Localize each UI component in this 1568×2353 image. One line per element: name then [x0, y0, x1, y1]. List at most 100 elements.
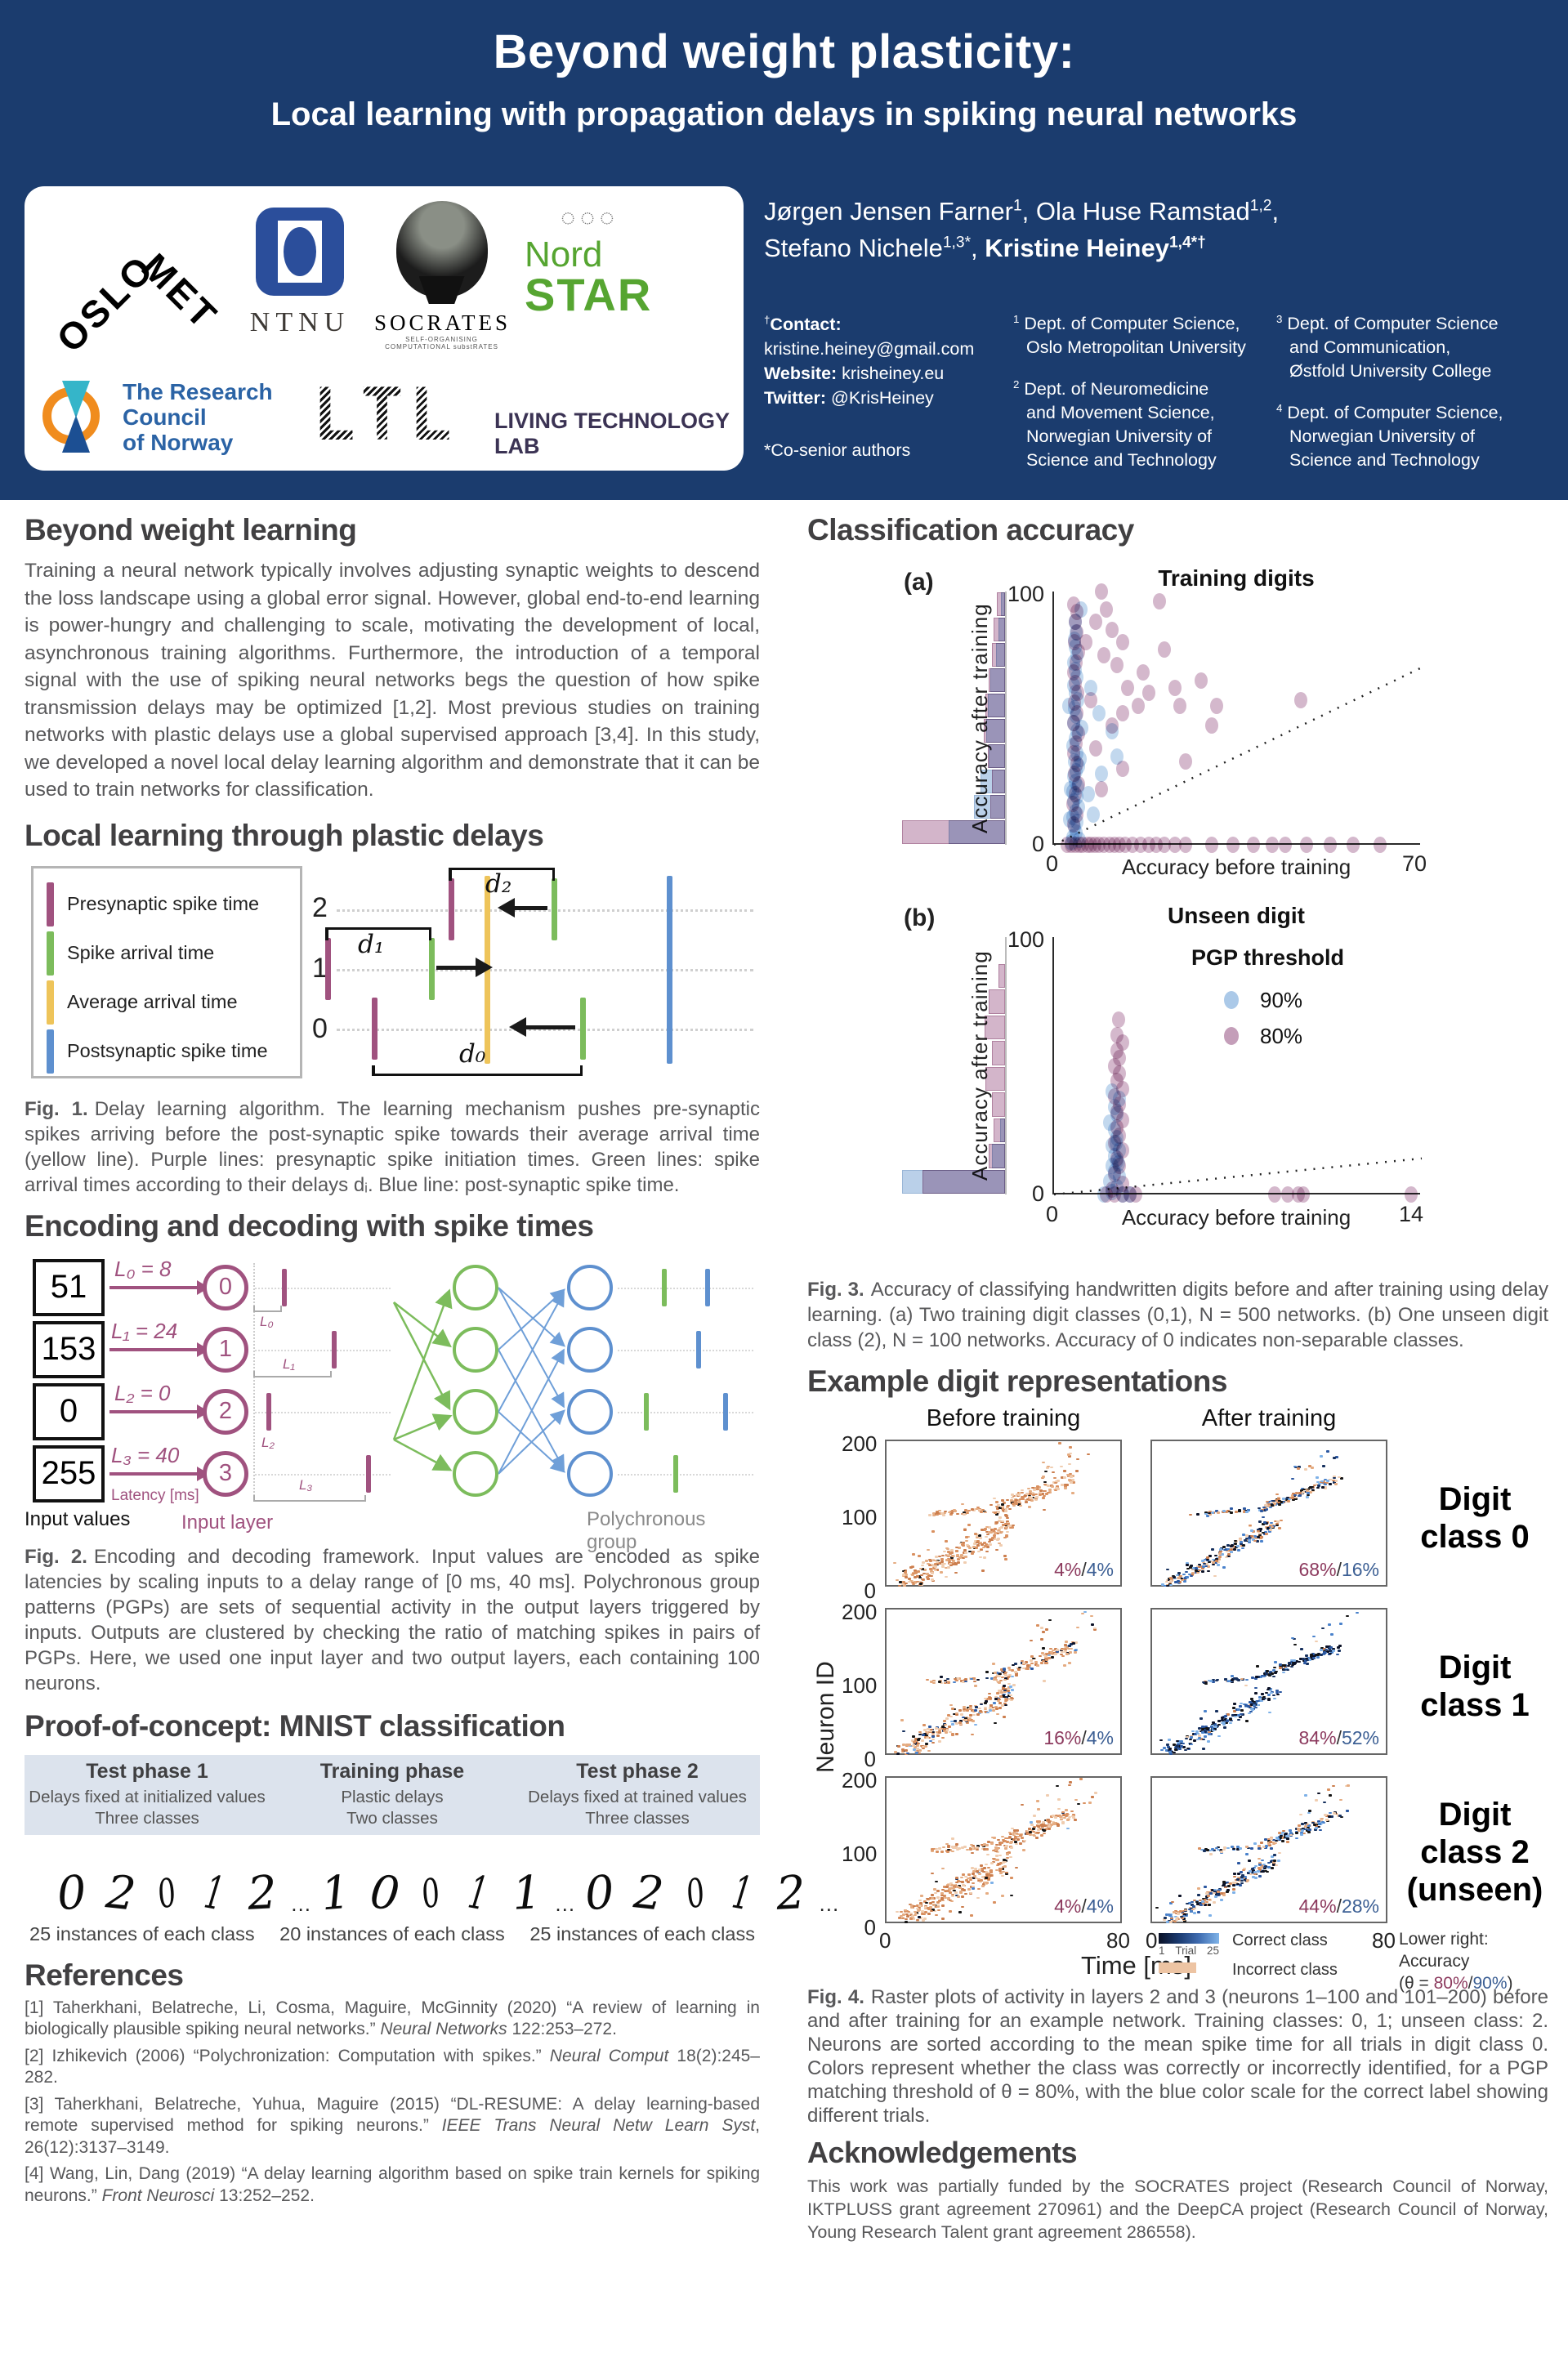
raster-dot — [948, 1726, 952, 1728]
raster-dot — [934, 1891, 938, 1895]
reference-3: [3] Taherkhani, Belatreche, Yuhua, Magui… — [25, 2094, 761, 2157]
scatter-point — [1115, 704, 1129, 721]
raster-dot — [1018, 1666, 1021, 1669]
raster-dot — [1061, 1822, 1065, 1825]
zero-latency-reference — [253, 1262, 255, 1502]
raster-dot — [1201, 1567, 1205, 1569]
raster-dot — [1262, 1867, 1266, 1870]
presynaptic-tick-0 — [372, 997, 377, 1060]
raster-dot — [1052, 1823, 1057, 1825]
raster-dot — [1016, 1833, 1020, 1836]
raster-dot — [1207, 1898, 1211, 1901]
contact-website[interactable]: krisheiney.eu — [837, 364, 945, 383]
raster-dot — [1226, 1889, 1231, 1891]
raster-dot — [989, 1529, 994, 1532]
raster-dot — [1319, 1819, 1323, 1822]
raster-dot — [1330, 1633, 1334, 1636]
scatter-point — [1204, 717, 1218, 734]
arrival-tick-0 — [580, 997, 586, 1060]
raster-dot — [1264, 1672, 1268, 1675]
raster-dot — [1001, 1669, 1005, 1672]
raster-dot — [1174, 1918, 1178, 1921]
raster-dot — [1252, 1700, 1256, 1703]
raster-dot — [909, 1918, 914, 1920]
dotted-timeline-1 — [337, 968, 753, 971]
raster-dot — [931, 1730, 936, 1734]
raster-dot — [920, 1574, 924, 1577]
contact-email[interactable]: kristine.heiney@gmail.com — [764, 339, 975, 359]
raster-dot — [1323, 1487, 1327, 1489]
raster-dot — [1213, 1888, 1217, 1891]
raster-dot — [914, 1910, 918, 1913]
raster-dot — [918, 1752, 922, 1755]
raster-dot — [1012, 1504, 1016, 1507]
raster-dot — [993, 1531, 997, 1534]
research-council-text: The Research Council of Norway — [123, 379, 273, 455]
raster-dot — [1182, 1914, 1186, 1918]
raster-dot — [1336, 1653, 1339, 1656]
raster-dot — [1202, 1850, 1206, 1852]
scatter-point — [1100, 601, 1114, 618]
raster-dot — [1198, 1565, 1202, 1569]
raster-dot — [993, 1497, 997, 1500]
raster-dot — [1220, 1718, 1224, 1721]
fig3a-xtick-70: 70 — [1402, 851, 1427, 876]
raster-dot — [1002, 1695, 1006, 1699]
raster-dot — [1006, 1841, 1010, 1843]
accuracy-label: 16%/4% — [1043, 1727, 1114, 1748]
raster-dot — [1063, 1816, 1067, 1819]
raster-dot — [1176, 1580, 1180, 1583]
raster-dot — [1030, 1655, 1034, 1658]
raster-dot — [921, 1568, 925, 1570]
reference-2: [2] Izhikevich (2006) “Polychronization:… — [25, 2046, 760, 2087]
raster-dot — [1291, 1663, 1295, 1667]
l3-bracket — [253, 1494, 366, 1502]
raster-dot — [1271, 1672, 1275, 1675]
raster-dot — [1230, 1551, 1234, 1553]
raster-dot — [1213, 1574, 1217, 1578]
accuracy-note: Lower right: Accuracy (θ = 80%/90%) — [1399, 1930, 1513, 1993]
raster-dot — [1003, 1860, 1007, 1864]
raster-dot — [922, 1569, 927, 1571]
scatter-point — [1265, 837, 1279, 853]
scatter-point — [1089, 740, 1103, 757]
raster-dot — [1164, 1584, 1168, 1587]
raster-dot — [1202, 1560, 1206, 1564]
raster-dot — [1213, 1891, 1217, 1895]
raster-dot — [1180, 1915, 1184, 1918]
raster-dot — [1178, 1747, 1182, 1750]
raster-dot — [1264, 1522, 1268, 1525]
raster-dot — [1176, 1739, 1180, 1743]
raster-dot — [1081, 1612, 1085, 1615]
raster-dot — [1063, 1470, 1067, 1472]
raster-dot — [960, 1502, 964, 1506]
raster-dot — [1047, 1654, 1051, 1657]
raster-dot — [1001, 1503, 1005, 1506]
raster-dot — [1257, 1703, 1261, 1707]
raster-dot — [941, 1565, 945, 1568]
raster-dot — [925, 1743, 929, 1746]
raster-dot — [1016, 1835, 1020, 1838]
scatter-point — [1087, 806, 1101, 823]
raster-dot — [978, 1712, 982, 1714]
raster-dot — [1050, 1466, 1054, 1469]
raster-dot — [945, 1547, 949, 1550]
raster-dot — [1320, 1817, 1324, 1820]
raster-dot — [981, 1847, 985, 1851]
raster-dot — [1299, 1832, 1303, 1834]
raster-dot — [1209, 1892, 1213, 1895]
polychronous-group-label: Polychronous group — [587, 1507, 706, 1553]
raster-dot — [930, 1681, 934, 1683]
raster-dot — [981, 1543, 985, 1546]
raster-dot — [1302, 1659, 1306, 1662]
raster-dot — [1010, 1846, 1014, 1849]
raster-dot — [909, 1904, 914, 1907]
raster-dot — [984, 1528, 988, 1530]
contact-twitter[interactable]: @KrisHeiney — [826, 388, 934, 408]
raster-dot — [978, 1873, 982, 1875]
raster-dot — [1067, 1647, 1071, 1650]
raster-dot — [1271, 1523, 1275, 1526]
raster-dot — [1025, 1833, 1029, 1835]
scatter-point — [1128, 1186, 1142, 1203]
raster-dot — [937, 1555, 941, 1558]
